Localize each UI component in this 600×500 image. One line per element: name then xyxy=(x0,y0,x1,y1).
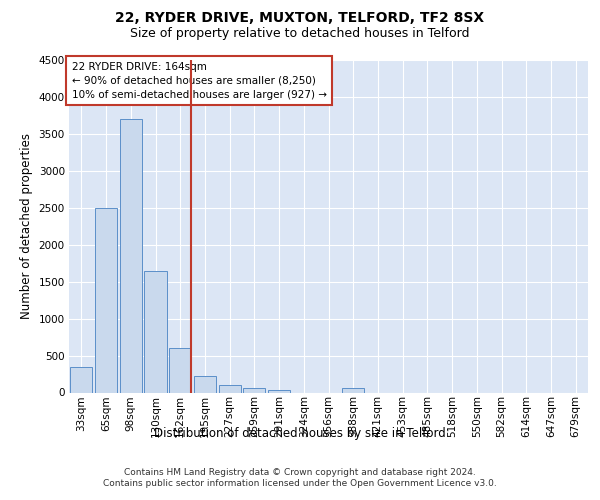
Bar xyxy=(169,348,191,393)
Y-axis label: Number of detached properties: Number of detached properties xyxy=(20,133,33,320)
Text: 22 RYDER DRIVE: 164sqm
← 90% of detached houses are smaller (8,250)
10% of semi-: 22 RYDER DRIVE: 164sqm ← 90% of detached… xyxy=(71,62,326,100)
Bar xyxy=(119,119,142,392)
Bar xyxy=(218,385,241,392)
Text: 22, RYDER DRIVE, MUXTON, TELFORD, TF2 8SX: 22, RYDER DRIVE, MUXTON, TELFORD, TF2 8S… xyxy=(115,11,485,25)
Bar xyxy=(243,388,265,392)
Bar xyxy=(95,208,117,392)
Bar xyxy=(268,390,290,392)
Bar xyxy=(70,366,92,392)
Bar xyxy=(194,376,216,392)
Text: Size of property relative to detached houses in Telford: Size of property relative to detached ho… xyxy=(130,28,470,40)
Text: Distribution of detached houses by size in Telford: Distribution of detached houses by size … xyxy=(154,428,446,440)
Bar xyxy=(145,270,167,392)
Text: Contains HM Land Registry data © Crown copyright and database right 2024.
Contai: Contains HM Land Registry data © Crown c… xyxy=(103,468,497,487)
Bar xyxy=(342,388,364,392)
